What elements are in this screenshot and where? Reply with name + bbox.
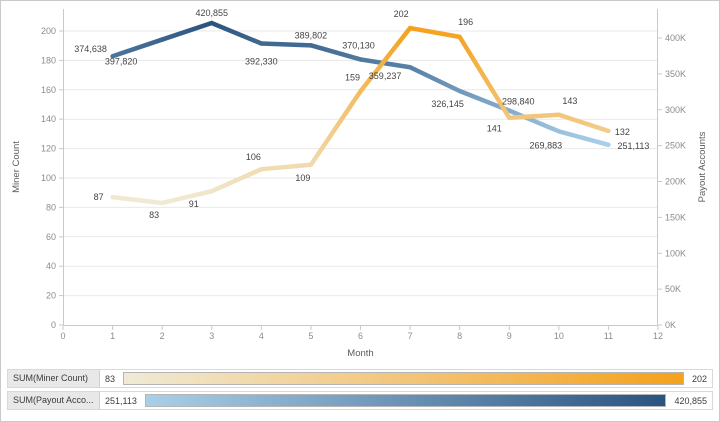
svg-text:359,237: 359,237 xyxy=(369,71,402,81)
svg-text:143: 143 xyxy=(562,96,577,106)
svg-text:106: 106 xyxy=(246,152,261,162)
svg-text:12: 12 xyxy=(653,331,663,341)
svg-text:80: 80 xyxy=(46,202,56,212)
legend-gradient-bar-miner-count[interactable] xyxy=(123,372,684,385)
svg-text:0: 0 xyxy=(60,331,65,341)
svg-text:7: 7 xyxy=(408,331,413,341)
svg-text:1: 1 xyxy=(110,331,115,341)
svg-text:200: 200 xyxy=(41,26,56,36)
svg-text:11: 11 xyxy=(604,331,613,341)
svg-text:2: 2 xyxy=(160,331,165,341)
svg-text:370,130: 370,130 xyxy=(342,40,375,50)
svg-text:Payout Accounts: Payout Accounts xyxy=(697,131,708,202)
legend-row-payout-accounts: SUM(Payout Acco... 251,113 420,855 xyxy=(7,391,713,410)
svg-text:269,883: 269,883 xyxy=(530,140,563,150)
svg-text:150K: 150K xyxy=(665,212,686,222)
svg-text:202: 202 xyxy=(394,9,409,19)
svg-text:196: 196 xyxy=(458,17,473,27)
legend-max-value: 420,855 xyxy=(674,395,707,406)
svg-text:120: 120 xyxy=(41,144,56,154)
svg-text:132: 132 xyxy=(615,127,630,137)
svg-text:389,802: 389,802 xyxy=(295,30,328,40)
svg-text:4: 4 xyxy=(259,331,264,341)
svg-text:160: 160 xyxy=(41,85,56,95)
legend-label-miner-count: SUM(Miner Count) xyxy=(8,370,100,387)
svg-text:374,638: 374,638 xyxy=(74,44,107,54)
svg-text:200K: 200K xyxy=(665,177,686,187)
svg-text:Miner Count: Miner Count xyxy=(11,141,22,193)
svg-text:180: 180 xyxy=(41,55,56,65)
svg-text:0K: 0K xyxy=(665,320,676,330)
svg-text:40: 40 xyxy=(46,261,56,271)
svg-text:0: 0 xyxy=(51,320,56,330)
legend-row-miner-count: SUM(Miner Count) 83 202 xyxy=(7,369,713,388)
svg-text:397,820: 397,820 xyxy=(105,57,138,67)
legend-max-value: 202 xyxy=(691,373,707,384)
legend-min-value: 83 xyxy=(105,373,116,384)
legend-gradient-bar-payout-accounts[interactable] xyxy=(144,394,667,407)
svg-text:6: 6 xyxy=(358,331,363,341)
svg-text:141: 141 xyxy=(487,124,502,134)
svg-text:3: 3 xyxy=(209,331,214,341)
svg-text:400K: 400K xyxy=(665,33,686,43)
svg-text:8: 8 xyxy=(457,331,462,341)
svg-text:Month: Month xyxy=(347,348,373,359)
svg-text:326,145: 326,145 xyxy=(431,99,464,109)
legend: SUM(Miner Count) 83 202 SUM(Payout Acco.… xyxy=(7,369,713,410)
svg-text:392,330: 392,330 xyxy=(245,57,278,67)
svg-text:5: 5 xyxy=(308,331,313,341)
chart-area: 0 1 2 3 4 5 6 7 8 9 10 11 12 0 20 40 60 80 100 120 140 160 180… xyxy=(1,1,719,367)
svg-text:20: 20 xyxy=(46,291,56,301)
svg-text:300K: 300K xyxy=(665,105,686,115)
legend-label-payout-accounts: SUM(Payout Acco... xyxy=(8,392,100,409)
svg-text:83: 83 xyxy=(149,210,159,220)
svg-text:140: 140 xyxy=(41,114,56,124)
svg-text:420,855: 420,855 xyxy=(195,8,228,18)
svg-text:10: 10 xyxy=(554,331,564,341)
svg-text:87: 87 xyxy=(94,192,104,202)
svg-text:159: 159 xyxy=(345,72,360,82)
svg-text:91: 91 xyxy=(189,199,199,209)
legend-min-value: 251,113 xyxy=(105,395,137,406)
svg-text:100: 100 xyxy=(41,173,56,183)
svg-text:9: 9 xyxy=(507,331,512,341)
dual-axis-line-chart[interactable]: 0 1 2 3 4 5 6 7 8 9 10 11 12020406080100120140160180… xyxy=(1,1,719,367)
svg-text:298,840: 298,840 xyxy=(502,97,535,107)
svg-text:109: 109 xyxy=(295,173,310,183)
svg-text:100K: 100K xyxy=(665,248,686,258)
svg-text:50K: 50K xyxy=(665,284,681,294)
svg-text:350K: 350K xyxy=(665,69,686,79)
svg-text:250K: 250K xyxy=(665,141,686,151)
svg-text:251,113: 251,113 xyxy=(617,141,649,151)
svg-text:60: 60 xyxy=(46,232,56,242)
